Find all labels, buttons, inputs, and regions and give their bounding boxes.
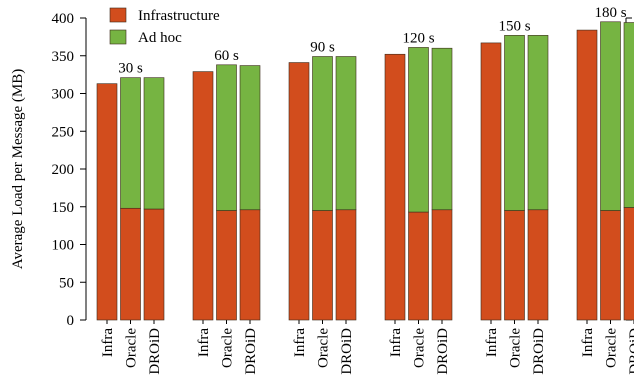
labels: Infra Oracle DROiD 30 s Infra Oracle DROiD 60 s… — [100, 5, 634, 375]
bar-adhoc — [143, 77, 165, 210]
x-category-label: Oracle — [316, 328, 332, 368]
y-tick-label: 50 — [59, 275, 74, 291]
x-category-label: DROiD — [339, 328, 355, 375]
bar-infrastructure — [239, 209, 261, 321]
y-tick-label: 100 — [52, 238, 75, 254]
x-category-label: Infra — [388, 328, 404, 357]
bar-adhoc — [120, 77, 141, 209]
bar-adhoc — [431, 47, 453, 211]
bar-infrastructure — [408, 211, 429, 321]
y-tick-label: 200 — [52, 162, 75, 178]
bar-infrastructure — [143, 208, 165, 321]
x-category-label: Infra — [292, 328, 308, 357]
y-tick-label: 0 — [67, 313, 75, 329]
bar-adhoc — [623, 22, 634, 208]
x-category-label: Infra — [100, 328, 116, 357]
x-category-label: DROiD — [627, 328, 634, 375]
legend-label: Ad hoc — [138, 30, 182, 46]
bar-adhoc — [239, 65, 261, 211]
bar-adhoc — [408, 47, 429, 213]
bar-infrastructure — [96, 83, 118, 321]
bar-infrastructure — [384, 53, 406, 321]
bar-infrastructure — [431, 209, 453, 321]
x-category-label: Oracle — [220, 328, 236, 368]
bar-adhoc — [335, 56, 357, 211]
bar-infrastructure — [120, 207, 141, 321]
group-label: 90 s — [310, 40, 335, 56]
group-label: 120 s — [402, 30, 434, 46]
x-category-label: Oracle — [508, 328, 524, 368]
bar-infrastructure — [504, 210, 525, 321]
bar-adhoc — [216, 64, 237, 211]
bar-infrastructure — [480, 42, 502, 321]
legend: Infrastructure Ad hoc — [109, 7, 220, 46]
y-tick-label: 350 — [52, 49, 75, 65]
y-tick-label: 250 — [52, 124, 75, 140]
bar-infrastructure — [192, 71, 214, 321]
bar-adhoc — [312, 56, 333, 211]
bar-infrastructure — [527, 209, 549, 321]
bar-infrastructure — [216, 210, 237, 321]
bar-infrastructure — [576, 29, 598, 321]
x-category-label: DROiD — [531, 328, 547, 375]
bar-infrastructure — [600, 210, 621, 321]
y-axis-label: Average Load per Message (MB) — [10, 69, 26, 269]
group-label: 30 s — [118, 61, 143, 77]
legend-swatch — [109, 29, 127, 45]
group-label: 180 s — [594, 5, 626, 21]
x-category-label: Oracle — [412, 328, 428, 368]
bars — [96, 21, 634, 321]
x-category-label: DROiD — [243, 328, 259, 375]
x-category-label: DROiD — [435, 328, 451, 375]
y-tick-label: 400 — [52, 11, 75, 27]
x-category-label: Oracle — [124, 328, 140, 368]
bar-infrastructure — [335, 209, 357, 321]
legend-label: Infrastructure — [138, 8, 220, 24]
bar-infrastructure — [288, 62, 310, 321]
y-tick-label: 300 — [52, 87, 75, 103]
bar-adhoc — [600, 21, 621, 211]
bar-adhoc — [504, 35, 525, 211]
group-label: 150 s — [498, 18, 530, 34]
group-label: 60 s — [214, 48, 239, 64]
x-category-label: Oracle — [604, 328, 620, 368]
x-category-label: Infra — [196, 328, 212, 357]
legend-swatch — [109, 7, 127, 23]
bar-adhoc — [527, 35, 549, 211]
bar-infrastructure — [623, 207, 634, 321]
y-tick-label: 150 — [52, 200, 75, 216]
bar-infrastructure — [312, 210, 333, 321]
x-category-label: Infra — [580, 328, 596, 357]
x-category-label: DROiD — [147, 328, 163, 375]
x-category-label: Infra — [484, 328, 500, 357]
axes: 0 50 100 150 200 250 300 350 400 Average Load per… — [10, 11, 634, 329]
